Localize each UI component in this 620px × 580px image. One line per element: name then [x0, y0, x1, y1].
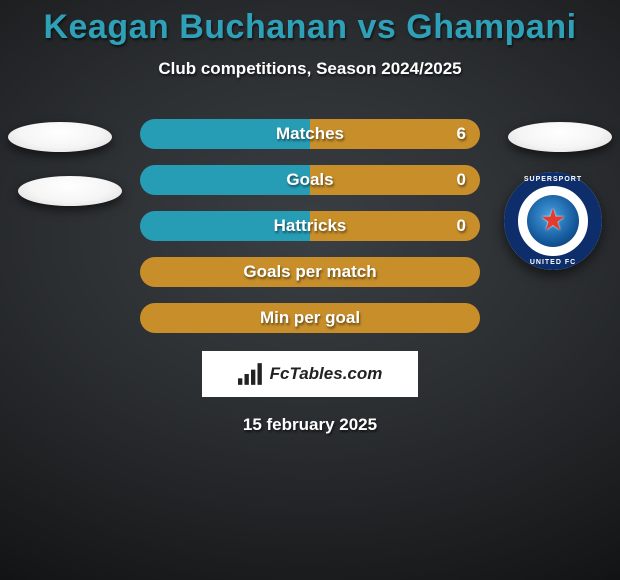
stats-list: Matches 6 Goals 0 Hattricks 0 Goals per …: [140, 119, 480, 333]
stat-label: Goals: [286, 170, 333, 190]
stat-row-matches: Matches 6: [140, 119, 480, 149]
stat-value-right: 6: [457, 124, 466, 144]
stat-label: Min per goal: [260, 308, 360, 328]
stat-row-goals: Goals 0: [140, 165, 480, 195]
stat-label: Goals per match: [243, 262, 376, 282]
page-subtitle: Club competitions, Season 2024/2025: [158, 59, 461, 79]
player-left-photo-placeholder: [8, 122, 112, 152]
star-icon: ★: [540, 206, 567, 236]
stat-row-min-per-goal: Min per goal: [140, 303, 480, 333]
stat-label: Matches: [276, 124, 344, 144]
badge-core: ★: [527, 195, 579, 247]
badge-text-top: SUPERSPORT: [524, 176, 582, 183]
player-right-photo-placeholder: [508, 122, 612, 152]
brand-box: FcTables.com: [202, 351, 418, 397]
stat-label: Hattricks: [274, 216, 347, 236]
player-right-club-badge: SUPERSPORT ★ UNITED FC: [504, 172, 602, 270]
stat-value-right: 0: [457, 170, 466, 190]
player-left-club-placeholder: [18, 176, 122, 206]
brand-label: FcTables.com: [270, 364, 383, 384]
comparison-panel: Keagan Buchanan vs Ghampani Club competi…: [0, 0, 620, 580]
date-label: 15 february 2025: [243, 415, 377, 435]
stat-value-right: 0: [457, 216, 466, 236]
stat-row-hattricks: Hattricks 0: [140, 211, 480, 241]
page-title: Keagan Buchanan vs Ghampani: [43, 8, 576, 47]
badge-text-bottom: UNITED FC: [530, 259, 576, 266]
bars-icon: [238, 363, 264, 385]
stat-row-goals-per-match: Goals per match: [140, 257, 480, 287]
